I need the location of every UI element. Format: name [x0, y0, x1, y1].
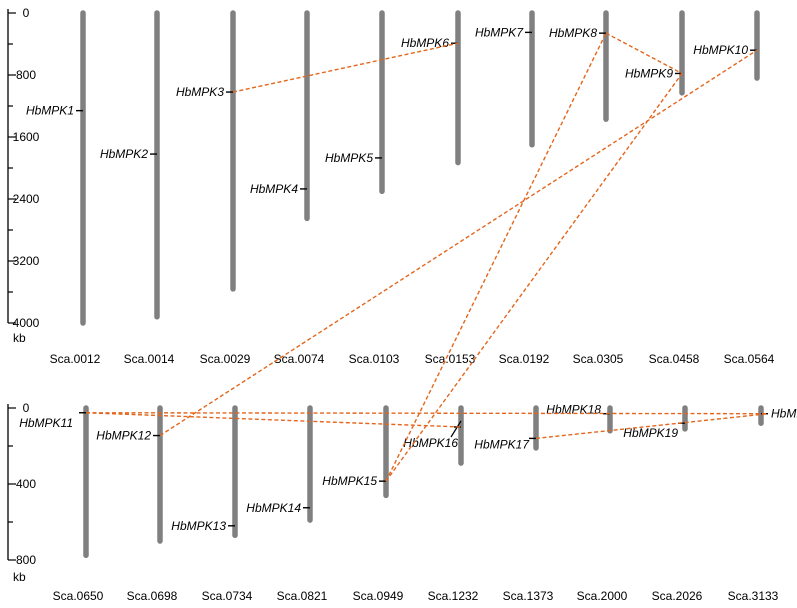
- gene-label-hbmpk20: HbMPK20: [771, 407, 797, 421]
- gene-label-hbmpk1: HbMPK1: [26, 104, 74, 118]
- link-hbmpk8-hbmpk9: [605, 32, 683, 75]
- scaffold-label: Sca.0305: [573, 352, 624, 366]
- scaffold-label: Sca.0012: [50, 352, 101, 366]
- y-unit-label: kb: [13, 570, 26, 584]
- scaffold-label: Sca.0103: [349, 352, 400, 366]
- gene-label-hbmpk4: HbMPK4: [250, 182, 298, 196]
- gene-label-hbmpk11: HbMPK11: [19, 416, 73, 430]
- y-tick-label: 2400: [13, 192, 40, 206]
- scaffold-label: Sca.0153: [425, 352, 476, 366]
- scaffold-label: Sca.0734: [202, 589, 253, 603]
- gene-label-hbmpk16: HbMPK16: [403, 436, 458, 450]
- scaffold-label: Sca.0029: [200, 352, 251, 366]
- gene-label-hbmpk7: HbMPK7: [475, 25, 524, 39]
- scaffold-label: Sca.0074: [274, 352, 325, 366]
- y-tick-label: 0: [23, 401, 30, 415]
- gene-label-hbmpk2: HbMPK2: [100, 147, 148, 161]
- y-tick-label: 800: [16, 68, 36, 82]
- scaffold-label: Sca.3133: [728, 589, 779, 603]
- gene-leader: [450, 420, 462, 438]
- scaffold-label: Sca.0564: [724, 352, 775, 366]
- scaffold-label: Sca.0650: [53, 589, 104, 603]
- gene-label-hbmpk5: HbMPK5: [325, 151, 373, 165]
- gene-label-hbmpk18: HbMPK18: [546, 403, 601, 417]
- y-unit-label: kb: [13, 331, 26, 345]
- gene-label-hbmpk9: HbMPK9: [625, 66, 673, 80]
- gene-label-hbmpk12: HbMPK12: [96, 429, 151, 443]
- link-hbmpk12-hbmpk10: [159, 49, 758, 437]
- y-tick-label: 800: [16, 553, 36, 567]
- scaffold-label: Sca.0698: [127, 589, 178, 603]
- link-hbmpk3-hbmpk6: [232, 42, 459, 93]
- scaffold-label: Sca.2000: [577, 589, 628, 603]
- link-hbmpk15-hbmpk9: [385, 73, 683, 482]
- link-hbmpk15-hbmpk8: [385, 32, 607, 482]
- link-hbmpk11-hbmpk20: [85, 412, 769, 415]
- y-tick-label: 400: [16, 477, 36, 491]
- link-hbmpk11-hbmpk16: [85, 412, 462, 428]
- scaffold-label: Sca.0014: [124, 352, 175, 366]
- y-tick-label: 1600: [13, 130, 40, 144]
- y-tick-label: 4000: [13, 316, 40, 330]
- scaffold-label: Sca.2026: [652, 589, 703, 603]
- gene-label-hbmpk15: HbMPK15: [322, 474, 377, 488]
- gene-label-hbmpk13: HbMPK13: [171, 519, 226, 533]
- scaffold-label: Sca.0949: [353, 589, 404, 603]
- collinearity-links: [85, 32, 769, 482]
- scaffold-label: Sca.0821: [277, 589, 328, 603]
- scaffold-label: Sca.1373: [503, 589, 554, 603]
- gene-label-hbmpk3: HbMPK3: [176, 85, 224, 99]
- scaffold-label: Sca.0192: [499, 352, 550, 366]
- gene-label-hbmpk8: HbMPK8: [549, 26, 597, 40]
- scaffold-label: Sca.0458: [649, 352, 700, 366]
- y-tick-label: 0: [23, 6, 30, 20]
- gene-label-hbmpk17: HbMPK17: [474, 437, 530, 451]
- gene-label-hbmpk14: HbMPK14: [246, 501, 301, 515]
- y-tick-label: 3200: [13, 254, 40, 268]
- bottom-panel: 0 400 800 kb Sca.0650 Sca.0698 Sca.0734 Sca.082…: [7, 401, 797, 603]
- scaffold-label: Sca.1232: [428, 589, 479, 603]
- gene-label-hbmpk10: HbMPK10: [693, 43, 748, 57]
- gene-label-hbmpk19: HbMPK19: [623, 426, 678, 440]
- gene-label-hbmpk6: HbMPK6: [401, 36, 449, 50]
